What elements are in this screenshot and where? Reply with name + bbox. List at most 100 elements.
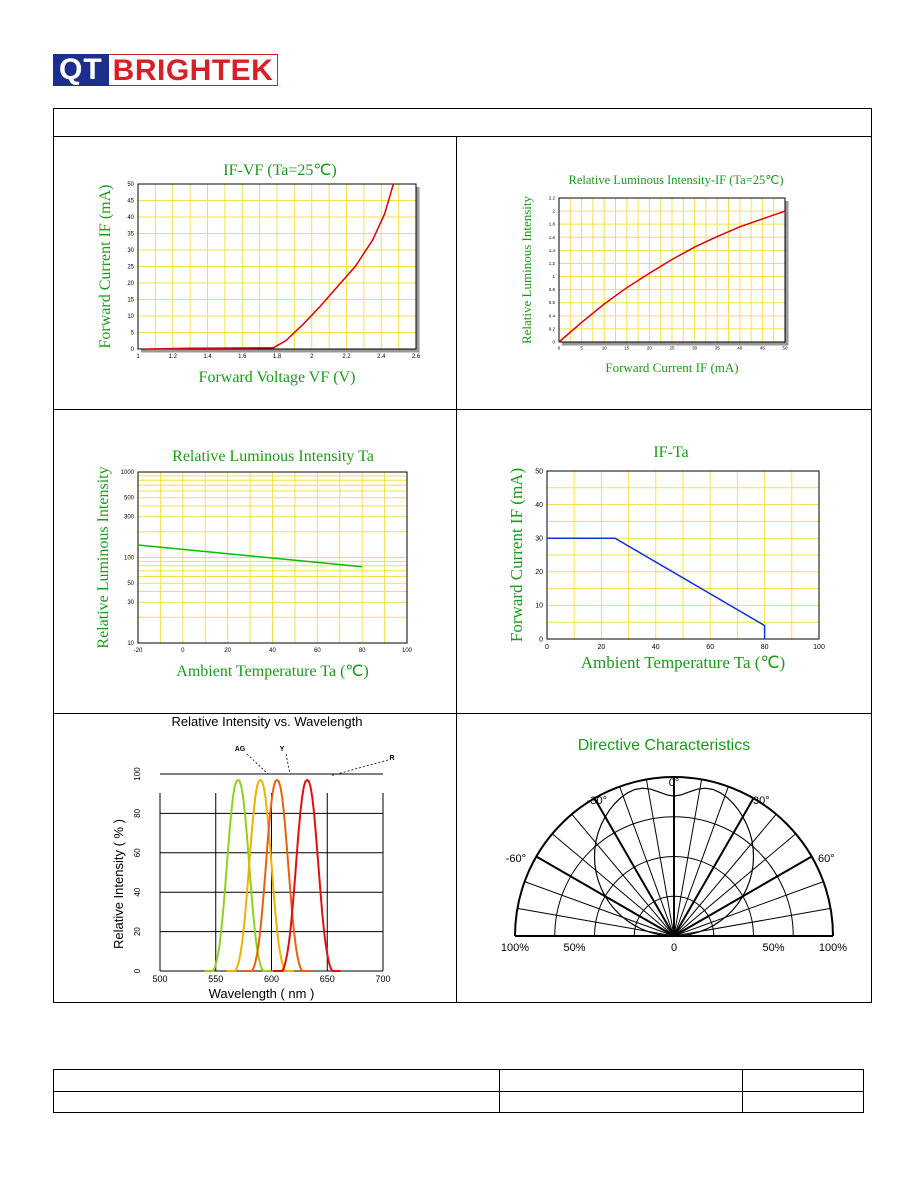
y-tick-label: 0 <box>133 968 142 973</box>
y-tick-label: 100 <box>124 556 135 562</box>
x-tick-label: 40 <box>652 644 660 651</box>
y-tick-label: 0.2 <box>549 326 556 331</box>
y-tick-label: 15 <box>127 298 134 304</box>
row-divider-2 <box>53 713 872 714</box>
y-tick-label: 50 <box>535 468 543 475</box>
y-tick-label: 30 <box>535 536 543 543</box>
x-tick-label: 500 <box>152 974 167 984</box>
chart-if-vf: 1 1.2 1.4 1.6 1.8 2 2.2 2.4 2.6 0 5 10 15 20 25 30 35 40 4… <box>97 162 421 386</box>
y-tick-label: 0.6 <box>549 300 556 305</box>
y-tick-label: 2 <box>552 209 555 214</box>
x-tick-label: -20 <box>134 648 143 654</box>
x-axis-label: Forward Voltage VF (V) <box>199 369 356 386</box>
x-axis-label: Ambient Temperature Ta (℃) <box>581 653 785 672</box>
y-tick-label: 1 <box>552 274 555 279</box>
series-line <box>547 537 766 639</box>
y-axis-label: Forward Current IF (mA) <box>507 468 526 642</box>
radiation-pattern <box>593 787 755 937</box>
angle-spoke <box>645 779 675 937</box>
y-tick-label: 40 <box>127 215 134 221</box>
chart-title: IF-VF (Ta=25℃) <box>223 162 336 179</box>
x-tick-label: 1.2 <box>169 354 178 360</box>
angle-label: -60° <box>506 853 526 865</box>
y-tick-label: 0 <box>131 347 135 353</box>
angle-spoke <box>673 779 703 937</box>
y-tick-label: 35 <box>127 232 134 238</box>
y-axis-label: Forward Current IF (mA) <box>97 185 114 349</box>
y-tick-label: 5 <box>131 331 135 337</box>
series-line <box>204 778 272 972</box>
row-divider-1 <box>53 409 872 410</box>
chart-luminous-if: 0 5 10 15 20 25 30 35 40 45 50 0 0.2 0.4 0.6 0.8 1 1.2 1.4… <box>519 173 789 375</box>
x-tick-label: 2 <box>310 354 314 360</box>
angle-spoke <box>593 797 675 937</box>
y-tick-label: 40 <box>133 887 142 896</box>
legend-leader <box>285 753 291 775</box>
series-line <box>226 778 294 972</box>
plot-frame <box>137 471 408 644</box>
x-tick-label: 60 <box>314 648 321 654</box>
y-tick-label: 100 <box>133 767 142 781</box>
x-tick-label: 0 <box>558 346 561 351</box>
y-tick-label: 50 <box>127 182 134 188</box>
series-line <box>146 183 395 350</box>
radius-label: 100% <box>819 942 847 954</box>
x-tick-label: 50 <box>782 346 788 351</box>
angle-spoke <box>673 797 755 937</box>
footer-row-divider <box>54 1091 863 1092</box>
x-tick-label: 20 <box>224 648 231 654</box>
angle-spoke <box>619 786 675 937</box>
x-tick-label: 80 <box>359 648 366 654</box>
footer-table <box>53 1069 864 1113</box>
x-tick-label: 1 <box>136 354 140 360</box>
x-axis-label: Ambient Temperature Ta (℃) <box>176 663 368 680</box>
plot-frame <box>137 183 417 350</box>
y-tick-label: 60 <box>133 848 142 857</box>
y-tick-label: 1.2 <box>549 261 556 266</box>
angle-spoke <box>673 833 797 937</box>
angle-label: 0° <box>669 777 680 789</box>
x-axis-label: Wavelength ( nm ) <box>209 986 315 1001</box>
footer-col-divider-2 <box>742 1070 743 1112</box>
angle-spoke <box>524 881 675 937</box>
y-tick-label: 40 <box>535 502 543 509</box>
logo-qt: QT <box>53 54 109 86</box>
y-tick-label: 1000 <box>121 470 135 476</box>
chart-title: Relative Luminous Intensity-IF (Ta=25℃) <box>569 173 784 187</box>
legend-label: Y <box>280 746 285 753</box>
series-line <box>558 210 786 343</box>
x-tick-label: 550 <box>208 974 223 984</box>
series-line <box>273 778 341 972</box>
y-tick-label: 1.8 <box>549 222 556 227</box>
y-axis-label: Relative Luminous Intensity <box>519 195 534 344</box>
y-tick-label: 0.8 <box>549 287 556 292</box>
angle-label: -30° <box>587 795 607 807</box>
x-tick-label: 25 <box>669 346 675 351</box>
y-tick-label: 45 <box>127 199 134 205</box>
legend-label: AG <box>235 746 246 753</box>
charts-table <box>53 108 872 1003</box>
y-tick-label: 300 <box>124 515 135 521</box>
angle-label: 60° <box>818 853 835 865</box>
chart-intensity-wavelength: Relative Intensity vs. Wavelength 500 550 6… <box>111 714 395 1001</box>
x-tick-label: 0 <box>545 644 549 651</box>
y-tick-label: 10 <box>127 314 134 320</box>
x-tick-label: 20 <box>647 346 653 351</box>
y-tick-label: 2.2 <box>549 196 556 201</box>
y-tick-label: 20 <box>535 569 543 576</box>
x-tick-label: 20 <box>598 644 606 651</box>
x-tick-label: 40 <box>269 648 276 654</box>
chart-directive-characteristics: Directive Characteristics -60° -30° 0° 30° 60… <box>501 737 847 954</box>
radius-label: 100% <box>501 942 529 954</box>
footer-col-divider-1 <box>499 1070 500 1112</box>
x-tick-label: 10 <box>602 346 608 351</box>
y-tick-label: 10 <box>535 603 543 610</box>
y-axis-label: Relative Luminous Intensity <box>95 466 112 648</box>
x-tick-label: 35 <box>715 346 721 351</box>
brand-logo: QT BRIGHTEK <box>53 54 279 87</box>
chart-title: Relative Luminous Intensity Ta <box>172 448 374 465</box>
radius-label: 0 <box>671 942 677 954</box>
x-tick-label: 100 <box>402 648 413 654</box>
x-tick-label: 80 <box>761 644 769 651</box>
x-tick-label: 1.4 <box>203 354 212 360</box>
